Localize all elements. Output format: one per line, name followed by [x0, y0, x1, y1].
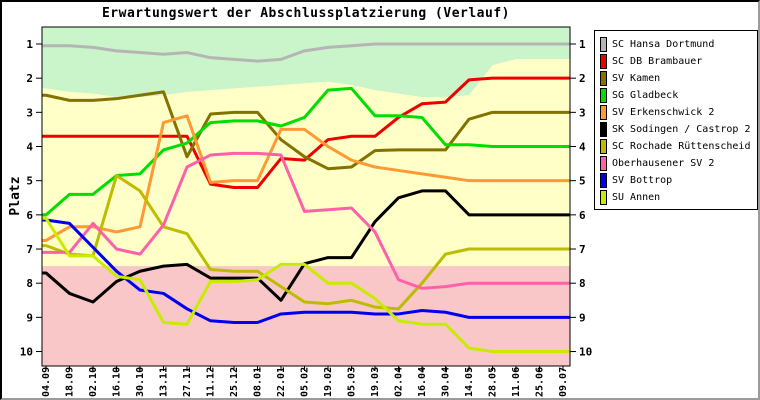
x-tick-label: 02.04	[394, 367, 405, 397]
legend-item-label: SC Hansa Dortmund	[612, 38, 715, 50]
y-tick-label-left: 4	[26, 141, 33, 154]
legend-item-label: SU Annen	[612, 191, 661, 203]
y-tick-label-right: 10	[579, 346, 592, 359]
legend-swatch	[600, 138, 607, 154]
legend-item: SV Erkenschwick 2	[600, 104, 754, 120]
chart-title: Erwartungswert der Abschlussplatzierung …	[101, 6, 510, 21]
x-tick-label: 30.04	[441, 367, 452, 397]
legend-item-label: SV Erkenschwick 2	[612, 106, 715, 118]
x-tick-label: 18.09	[65, 367, 76, 397]
x-axis: 04.09 18.09 02.10 16.10 30.10 13.11 27.11 11.12…	[41, 366, 569, 397]
plot-frame	[41, 26, 571, 367]
legend-swatch	[600, 104, 607, 120]
legend-item-label: SV Bottrop	[612, 174, 673, 186]
legend-swatch	[600, 155, 607, 171]
legend-swatch	[600, 53, 607, 69]
legend-item-label: SV Kamen	[612, 72, 661, 84]
x-tick-label: 02.10	[88, 367, 99, 397]
x-tick-label: 04.09	[41, 367, 52, 397]
series-line-oberhausener-sv-2	[42, 151, 570, 290]
legend-swatch	[600, 172, 607, 188]
series-line-sv-erkenschwick-2	[42, 114, 570, 242]
y-tick-label-left: 5	[26, 175, 33, 188]
legend-item: SV Kamen	[600, 70, 754, 86]
series-line-sc-rochade-r-ttenscheid	[42, 174, 570, 311]
legend-item: SV Bottrop	[600, 172, 754, 188]
x-tick-label: 19.02	[323, 367, 334, 397]
legend-swatch	[600, 189, 607, 205]
x-tick-label: 16.10	[112, 367, 123, 397]
legend-item-label: SC Rochade Rüttenscheid	[612, 140, 751, 152]
x-tick-label: 08.01	[253, 367, 264, 397]
series-line-sc-db-brambauer	[42, 76, 570, 190]
series-line-sv-bottrop	[42, 218, 570, 324]
y-tick-label-right: 5	[579, 175, 586, 188]
legend-swatch	[600, 70, 607, 86]
y-tick-label-right: 2	[579, 72, 586, 85]
y-tick-label-left: 7	[26, 243, 33, 256]
y-tick-label-right: 3	[579, 106, 586, 119]
y-tick-label-right: 4	[579, 141, 586, 154]
y-tick-label-left: 9	[26, 311, 33, 324]
x-tick-label: 05.03	[347, 367, 358, 397]
y-tick-label-right: 6	[579, 209, 586, 222]
legend-item-label: SK Sodingen / Castrop 2	[612, 123, 751, 135]
legend-item: SG Gladbeck	[600, 87, 754, 103]
y-tick-label-left: 10	[20, 346, 33, 359]
legend-item: SC Hansa Dortmund	[600, 36, 754, 52]
y-tick-label-right: 8	[579, 277, 586, 290]
series-line-sv-kamen	[42, 90, 570, 171]
x-tick-label: 14.05	[464, 367, 475, 397]
x-tick-label: 30.10	[135, 367, 146, 397]
x-tick-label: 09.07	[558, 367, 569, 397]
legend-item-label: SG Gladbeck	[612, 89, 679, 101]
y-tick-label-left: 8	[26, 277, 33, 290]
y-tick-label-left: 1	[26, 38, 33, 51]
x-tick-label: 11.06	[511, 367, 522, 397]
legend-item-label: SC DB Brambauer	[612, 55, 703, 67]
x-tick-label: 16.04	[417, 367, 428, 397]
legend: SC Hansa Dortmund SC DB Brambauer SV Kamen…	[594, 30, 758, 210]
legend-item: SK Sodingen / Castrop 2	[600, 121, 754, 137]
legend-item: Oberhausener SV 2	[600, 155, 754, 171]
x-tick-label: 11.12	[206, 367, 217, 397]
y-tick-label-right: 7	[579, 243, 586, 256]
y-axis: 1 1 2 2 3 3 4 4 5 5 6 6 7 7 8 8 9 9 10 10	[20, 38, 593, 359]
legend-swatch	[600, 36, 607, 52]
x-tick-label: 25.06	[535, 367, 546, 397]
x-tick-label: 22.01	[276, 367, 287, 397]
x-tick-label: 05.02	[300, 367, 311, 397]
legend-item-label: Oberhausener SV 2	[612, 157, 715, 169]
x-tick-label: 13.11	[159, 367, 170, 397]
series-lines	[42, 42, 570, 354]
legend-swatch	[600, 121, 607, 137]
y-tick-label-left: 3	[26, 106, 33, 119]
y-tick-label-left: 2	[26, 72, 33, 85]
x-tick-label: 28.05	[488, 367, 499, 397]
legend-item: SU Annen	[600, 189, 754, 205]
y-tick-label-right: 9	[579, 311, 586, 324]
legend-item: SC Rochade Rüttenscheid	[600, 138, 754, 154]
x-tick-label: 25.12	[229, 367, 240, 397]
series-line-sc-hansa-dortmund	[42, 42, 570, 63]
y-tick-label-left: 6	[26, 209, 33, 222]
x-tick-label: 19.03	[370, 367, 381, 397]
x-tick-label: 27.11	[182, 367, 193, 397]
series-line-su-annen	[42, 216, 570, 354]
y-tick-label-right: 1	[579, 38, 586, 51]
legend-swatch	[600, 87, 607, 103]
legend-item: SC DB Brambauer	[600, 53, 754, 69]
